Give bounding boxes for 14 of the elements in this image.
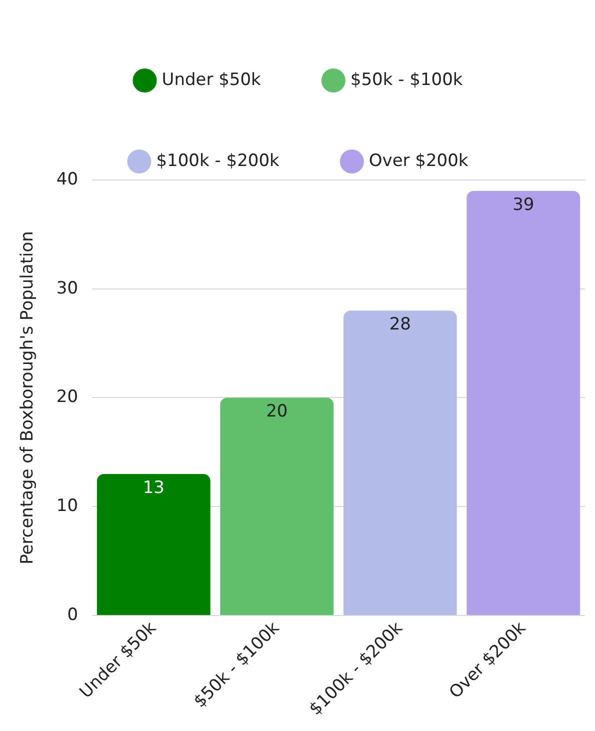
y-tick-label: 30 — [56, 278, 78, 298]
data-label: 13 — [142, 478, 164, 498]
y-tick-label: 20 — [56, 387, 78, 408]
legend-label: Under $50k — [162, 70, 262, 90]
legend-label: Over $200k — [368, 150, 468, 171]
data-label: 28 — [389, 314, 411, 335]
data-label: 20 — [266, 402, 288, 422]
legend-label: $100k - $200k — [156, 150, 280, 171]
data-label: 39 — [512, 194, 534, 215]
legend-label: $50k - $100k — [350, 70, 463, 90]
y-tick-label: 10 — [56, 496, 78, 516]
y-tick-label: 0 — [67, 604, 78, 625]
y-tick-label: 40 — [56, 169, 78, 190]
y-axis-title: Percentage of Boxborough's Population — [18, 231, 38, 564]
